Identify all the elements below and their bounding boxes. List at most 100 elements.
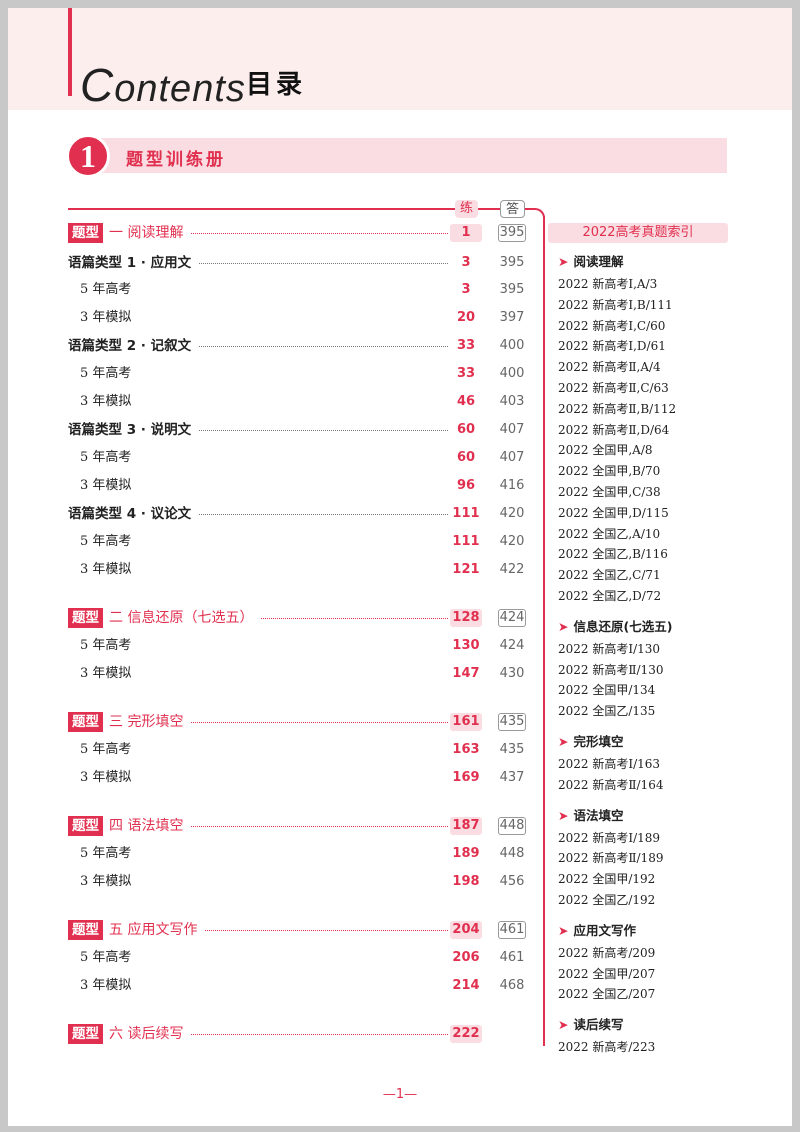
index-entry[interactable]: 2022 全国甲,A/8 [558, 443, 653, 458]
toc-row[interactable]: 3 年模拟 214 468 [68, 975, 524, 997]
practice-page[interactable]: 20 [456, 310, 476, 325]
practice-page[interactable]: 96 [456, 478, 476, 493]
practice-page[interactable]: 206 [452, 950, 480, 965]
index-entry[interactable]: 2022 新高考Ⅰ,A/3 [558, 277, 658, 291]
toc-row[interactable]: 5 年高考 111 420 [68, 531, 524, 553]
practice-page[interactable]: 33 [456, 366, 476, 381]
index-entry[interactable]: 2022 新高考Ⅱ,C/63 [558, 381, 669, 395]
index-entry[interactable]: 2022 全国乙,C/71 [558, 568, 661, 583]
toc-row[interactable]: 5 年高考 189 448 [68, 843, 524, 865]
toc-row[interactable]: 3 年模拟 147 430 [68, 663, 524, 685]
answer-page[interactable]: 430 [499, 666, 525, 681]
answer-page[interactable]: 456 [499, 874, 525, 889]
answer-page[interactable]: 400 [499, 338, 525, 353]
answer-page[interactable]: 435 [498, 713, 526, 731]
toc-row[interactable]: 语篇类型 3 · 说明文 60 407 [68, 419, 524, 441]
practice-page[interactable]: 187 [450, 817, 482, 835]
index-entry[interactable]: 2022 新高考Ⅰ/130 [558, 641, 661, 656]
practice-page[interactable]: 198 [452, 874, 480, 889]
practice-page[interactable]: 128 [450, 609, 482, 627]
index-entry[interactable]: 2022 全国甲/207 [558, 966, 656, 981]
toc-row[interactable]: 3 年模拟 46 403 [68, 391, 524, 413]
answer-page[interactable]: 407 [499, 422, 525, 437]
answer-page[interactable]: 416 [499, 478, 525, 493]
index-entry[interactable]: 2022 全国乙,B/116 [558, 547, 668, 562]
index-entry[interactable]: 2022 全国乙,D/72 [558, 589, 662, 603]
toc-row[interactable]: 题型五 应用文写作 204 461 [68, 919, 526, 941]
index-entry[interactable]: 2022 全国甲,C/38 [558, 485, 661, 499]
index-entry[interactable]: 2022 全国甲/134 [558, 683, 656, 698]
answer-page[interactable]: 424 [499, 638, 525, 653]
practice-page[interactable]: 130 [452, 638, 480, 653]
answer-page[interactable]: 435 [499, 742, 525, 757]
toc-row[interactable]: 题型二 信息还原（七选五） 128 424 [68, 607, 526, 629]
index-entry[interactable]: 2022 新高考Ⅱ/130 [558, 662, 664, 677]
toc-row[interactable]: 语篇类型 2 · 记叙文 33 400 [68, 335, 524, 357]
practice-page[interactable]: 60 [456, 422, 476, 437]
toc-row[interactable]: 5 年高考 130 424 [68, 635, 524, 657]
toc-row[interactable]: 5 年高考 3 395 [68, 279, 524, 301]
practice-page[interactable]: 3 [461, 255, 471, 270]
toc-row[interactable]: 题型三 完形填空 161 435 [68, 711, 526, 733]
index-entry[interactable]: 2022 新高考/209 [558, 945, 656, 960]
toc-row[interactable]: 3 年模拟 20 397 [68, 307, 524, 329]
toc-row[interactable]: 5 年高考 206 461 [68, 947, 524, 969]
practice-page[interactable]: 46 [456, 394, 476, 409]
toc-row[interactable]: 3 年模拟 96 416 [68, 475, 524, 497]
index-entry[interactable]: 2022 新高考Ⅰ/163 [558, 757, 661, 771]
practice-page[interactable]: 60 [456, 450, 476, 465]
index-entry[interactable]: 2022 全国甲/192 [558, 872, 656, 887]
index-entry[interactable]: 2022 新高考Ⅱ,D/64 [558, 422, 670, 437]
practice-page[interactable]: 121 [452, 562, 480, 577]
practice-page[interactable]: 222 [450, 1025, 482, 1043]
index-entry[interactable]: 2022 全国乙/135 [558, 704, 656, 719]
practice-page[interactable]: 163 [452, 742, 480, 757]
answer-page[interactable]: 403 [499, 394, 525, 409]
index-entry[interactable]: 2022 新高考Ⅱ/189 [558, 851, 664, 866]
practice-page[interactable]: 3 [461, 282, 471, 297]
practice-page[interactable]: 169 [452, 770, 480, 785]
answer-page[interactable]: 395 [499, 255, 525, 270]
index-entry[interactable]: 2022 新高考Ⅰ/189 [558, 830, 661, 845]
index-entry[interactable]: 2022 全国乙/207 [558, 987, 656, 1002]
index-entry[interactable]: 2022 新高考Ⅱ,B/112 [558, 401, 677, 416]
practice-page[interactable]: 204 [450, 921, 482, 939]
toc-row[interactable]: 5 年高考 33 400 [68, 363, 524, 385]
practice-page[interactable]: 1 [450, 224, 482, 242]
practice-page[interactable]: 161 [450, 713, 482, 731]
toc-row[interactable]: 语篇类型 4 · 议论文 111 420 [68, 503, 524, 525]
answer-page[interactable]: 448 [498, 817, 526, 835]
toc-row[interactable]: 5 年高考 60 407 [68, 447, 524, 469]
toc-row[interactable]: 3 年模拟 198 456 [68, 871, 524, 893]
index-entry[interactable]: 2022 新高考Ⅰ,C/60 [558, 318, 666, 333]
answer-page[interactable]: 461 [498, 921, 526, 939]
answer-page[interactable]: 422 [499, 562, 525, 577]
answer-page[interactable]: 461 [499, 950, 525, 965]
answer-page[interactable]: 397 [499, 310, 525, 325]
answer-page[interactable]: 468 [499, 978, 525, 993]
practice-page[interactable]: 111 [452, 506, 480, 521]
answer-page[interactable]: 395 [499, 282, 525, 297]
index-entry[interactable]: 2022 新高考/223 [558, 1040, 656, 1055]
index-entry[interactable]: 2022 新高考Ⅰ,B/111 [558, 297, 673, 312]
answer-page[interactable]: 448 [499, 846, 525, 861]
index-entry[interactable]: 2022 新高考Ⅱ/164 [558, 777, 664, 792]
toc-row[interactable]: 题型六 读后续写 222 [68, 1023, 518, 1045]
index-entry[interactable]: 2022 全国甲,D/115 [558, 505, 669, 520]
answer-page[interactable]: 407 [499, 450, 525, 465]
practice-page[interactable]: 111 [452, 534, 480, 549]
toc-row[interactable]: 语篇类型 1 · 应用文 3 395 [68, 252, 524, 274]
answer-page[interactable]: 420 [499, 534, 525, 549]
index-entry[interactable]: 2022 新高考Ⅰ,D/61 [558, 339, 666, 354]
answer-page[interactable]: 395 [498, 224, 526, 242]
practice-page[interactable]: 147 [452, 666, 480, 681]
index-entry[interactable]: 2022 新高考Ⅱ,A/4 [558, 360, 661, 375]
index-entry[interactable]: 2022 全国甲,B/70 [558, 464, 661, 479]
index-entry[interactable]: 2022 全国乙,A/10 [558, 526, 661, 541]
index-entry[interactable]: 2022 全国乙/192 [558, 893, 656, 907]
practice-page[interactable]: 33 [456, 338, 476, 353]
answer-page[interactable]: 400 [499, 366, 525, 381]
toc-row[interactable]: 题型一 阅读理解 1 395 [68, 222, 526, 244]
toc-row[interactable]: 3 年模拟 121 422 [68, 559, 524, 581]
answer-page[interactable]: 424 [498, 609, 526, 627]
